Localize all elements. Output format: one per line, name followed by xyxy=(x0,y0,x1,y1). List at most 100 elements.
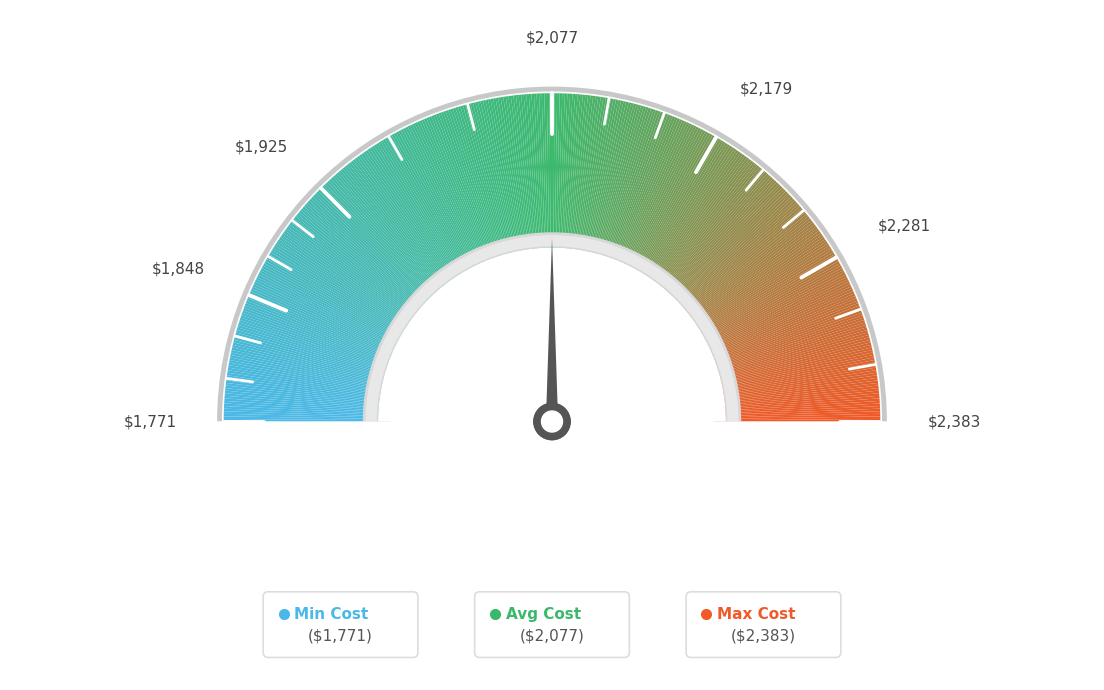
Wedge shape xyxy=(615,119,682,273)
Wedge shape xyxy=(652,166,760,297)
Wedge shape xyxy=(699,284,851,355)
Wedge shape xyxy=(368,148,463,288)
Wedge shape xyxy=(493,98,524,263)
Wedge shape xyxy=(693,264,841,345)
Wedge shape xyxy=(546,93,551,260)
Wedge shape xyxy=(365,150,461,288)
Wedge shape xyxy=(251,288,404,357)
Wedge shape xyxy=(511,95,533,262)
Wedge shape xyxy=(680,222,815,324)
Wedge shape xyxy=(236,330,397,377)
Wedge shape xyxy=(661,180,777,304)
Wedge shape xyxy=(272,248,415,337)
Wedge shape xyxy=(697,275,847,351)
Wedge shape xyxy=(320,188,438,308)
Wedge shape xyxy=(333,175,445,302)
Wedge shape xyxy=(347,164,453,295)
Wedge shape xyxy=(713,408,880,417)
Wedge shape xyxy=(690,250,834,338)
Wedge shape xyxy=(644,151,741,290)
Wedge shape xyxy=(335,174,446,300)
Wedge shape xyxy=(609,115,670,271)
Wedge shape xyxy=(702,301,858,364)
Wedge shape xyxy=(633,137,719,283)
Wedge shape xyxy=(690,252,835,339)
Wedge shape xyxy=(561,94,573,260)
Wedge shape xyxy=(315,193,436,310)
Wedge shape xyxy=(616,120,684,274)
Wedge shape xyxy=(604,111,661,269)
Wedge shape xyxy=(656,170,765,299)
Wedge shape xyxy=(713,391,879,408)
Wedge shape xyxy=(562,94,575,261)
Wedge shape xyxy=(692,259,838,343)
Wedge shape xyxy=(227,373,392,399)
Wedge shape xyxy=(227,368,393,396)
Wedge shape xyxy=(261,268,410,347)
Wedge shape xyxy=(291,220,425,324)
Wedge shape xyxy=(590,102,631,265)
Wedge shape xyxy=(601,108,654,268)
Wedge shape xyxy=(713,406,880,415)
Wedge shape xyxy=(678,216,810,322)
Wedge shape xyxy=(625,129,703,278)
Wedge shape xyxy=(696,270,845,348)
Wedge shape xyxy=(309,199,434,313)
Wedge shape xyxy=(688,244,829,335)
Circle shape xyxy=(541,411,563,432)
FancyBboxPatch shape xyxy=(686,592,841,658)
Wedge shape xyxy=(266,259,412,343)
Wedge shape xyxy=(584,99,618,264)
Wedge shape xyxy=(712,388,879,406)
Wedge shape xyxy=(279,237,418,332)
Wedge shape xyxy=(710,350,873,388)
Wedge shape xyxy=(307,201,433,314)
Wedge shape xyxy=(709,345,872,385)
Wedge shape xyxy=(508,96,532,262)
Text: $2,383: $2,383 xyxy=(927,414,981,429)
Wedge shape xyxy=(381,140,469,284)
Wedge shape xyxy=(708,337,870,382)
Wedge shape xyxy=(448,109,502,268)
Wedge shape xyxy=(230,357,394,391)
Wedge shape xyxy=(573,96,598,262)
Wedge shape xyxy=(578,98,608,262)
Wedge shape xyxy=(688,246,830,336)
Wedge shape xyxy=(608,113,668,270)
Wedge shape xyxy=(673,206,802,317)
Wedge shape xyxy=(440,112,499,270)
Wedge shape xyxy=(268,255,413,340)
Wedge shape xyxy=(636,141,725,284)
Wedge shape xyxy=(691,257,837,342)
Wedge shape xyxy=(679,218,811,323)
Wedge shape xyxy=(243,308,401,367)
Wedge shape xyxy=(424,118,490,273)
Wedge shape xyxy=(659,175,771,302)
Wedge shape xyxy=(460,106,508,266)
FancyBboxPatch shape xyxy=(263,592,418,658)
Wedge shape xyxy=(246,298,403,362)
Text: ($2,077): ($2,077) xyxy=(520,629,584,644)
Wedge shape xyxy=(599,108,651,268)
Wedge shape xyxy=(513,95,534,262)
Wedge shape xyxy=(587,101,626,264)
Wedge shape xyxy=(681,224,816,326)
Text: ($2,383): ($2,383) xyxy=(731,629,796,644)
Text: Avg Cost: Avg Cost xyxy=(506,607,581,622)
Wedge shape xyxy=(244,306,401,366)
Wedge shape xyxy=(428,116,492,272)
Wedge shape xyxy=(598,107,648,267)
Wedge shape xyxy=(694,266,842,346)
Wedge shape xyxy=(331,177,444,302)
Wedge shape xyxy=(713,404,880,414)
Wedge shape xyxy=(374,144,466,286)
Wedge shape xyxy=(628,132,710,280)
Wedge shape xyxy=(711,365,875,395)
Wedge shape xyxy=(476,101,516,264)
Wedge shape xyxy=(463,105,509,266)
Wedge shape xyxy=(316,191,437,309)
Wedge shape xyxy=(558,93,565,260)
Wedge shape xyxy=(370,147,464,287)
Text: $1,771: $1,771 xyxy=(124,414,177,429)
Wedge shape xyxy=(267,257,413,342)
